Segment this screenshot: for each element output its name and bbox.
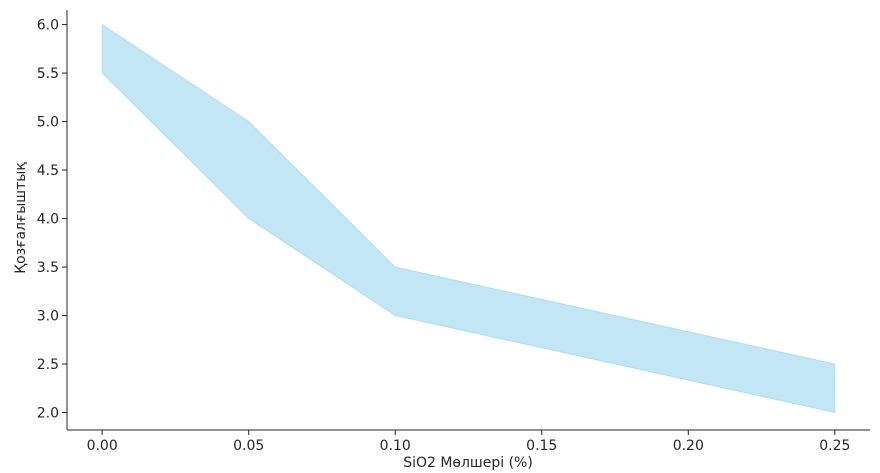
x-tick-label: 0.20	[673, 438, 704, 454]
x-tick-label: 0.25	[819, 438, 850, 454]
x-tick-label: 0.05	[233, 438, 264, 454]
x-tick-label: 0.15	[526, 438, 557, 454]
y-tick-label: 5.0	[37, 115, 59, 131]
y-tick-label: 4.5	[37, 163, 59, 179]
x-tick-label: 0.00	[87, 438, 118, 454]
y-tick-label: 6.0	[37, 18, 59, 34]
y-tick-label: 2.0	[37, 406, 59, 422]
series-band-0	[101, 23, 836, 414]
y-tick-label: 3.0	[37, 309, 59, 325]
y-tick-label: 2.5	[37, 357, 59, 373]
y-axis-title: Қозғалғыштық	[13, 162, 29, 274]
y-tick-label: 3.5	[37, 260, 59, 276]
y-tick-label: 5.5	[37, 66, 59, 82]
band-layer	[101, 23, 836, 414]
x-axis-title: SiO2 Мөлшері (%)	[403, 455, 533, 471]
x-tick-label: 0.10	[380, 438, 411, 454]
y-tick-label: 4.0	[37, 212, 59, 228]
x-ticks: 0.00 0.05 0.10 0.15 0.20 0.25	[87, 430, 850, 454]
y-ticks: 2.0 2.5 3.0 3.5 4.0 4.5 5.0 5.5 6.0	[37, 18, 67, 422]
